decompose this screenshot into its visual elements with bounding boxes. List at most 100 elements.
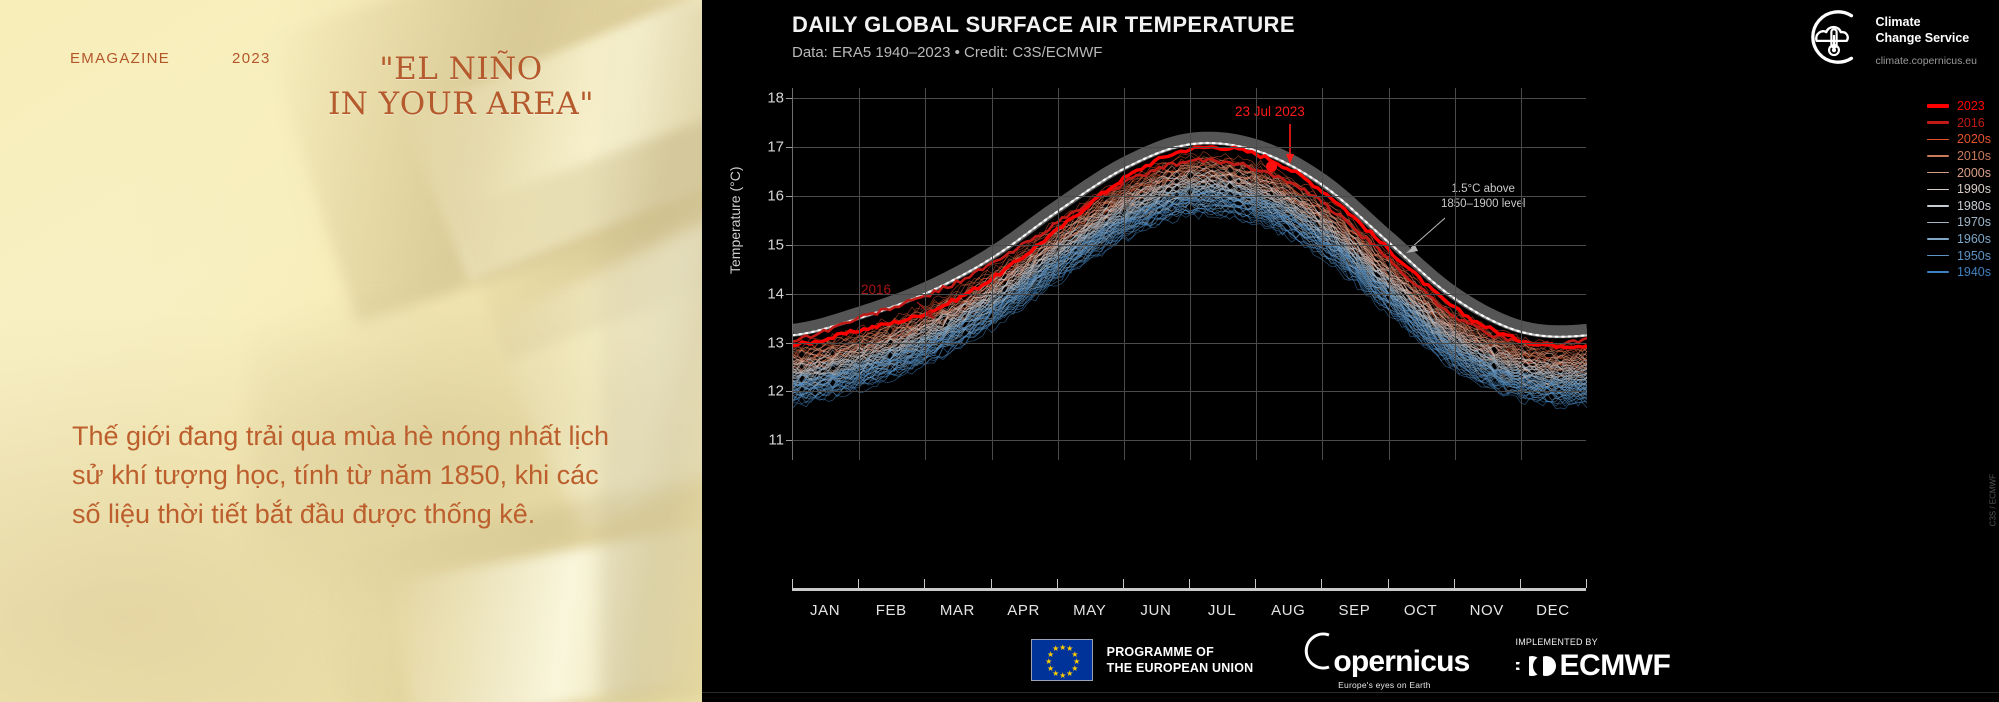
- copernicus-wordmark: opernicus: [1299, 631, 1470, 679]
- gridline-horizontal: [793, 293, 1586, 295]
- legend-swatch-icon: [1926, 271, 1949, 273]
- c3s-logo: Climate Change Service climate.copernicu…: [1803, 6, 1977, 68]
- body-paragraph: Thế giới đang trải qua mùa hè nóng nhất …: [72, 420, 610, 529]
- legend-swatch-icon: [1926, 138, 1949, 141]
- y-axis-tick-label: 13: [767, 334, 784, 352]
- x-axis-label-jan: JAN: [810, 602, 841, 619]
- legend-swatch-icon: [1926, 171, 1949, 174]
- y-axis-tick-label: 17: [767, 138, 784, 156]
- eu-line-2: THE EUROPEAN UNION: [1106, 661, 1254, 675]
- eu-star-icon: ★: [1066, 644, 1074, 654]
- eu-star-icon: ★: [1045, 656, 1053, 666]
- legend-item-1950s[interactable]: 1950s: [1926, 247, 1991, 264]
- headline-line-2: IN YOUR AREA": [328, 85, 594, 122]
- y-axis-tick-mark: [786, 440, 792, 442]
- gridline-horizontal: [793, 146, 1586, 148]
- gridline-vertical: [1057, 88, 1059, 460]
- gridline-vertical: [1123, 88, 1125, 460]
- warming-band-line-1: 1.5°C above: [1451, 183, 1515, 195]
- c3s-name-line-1: Climate: [1875, 15, 1921, 29]
- annotation-2016-label: 2016: [861, 282, 892, 297]
- legend-swatch-icon: [1926, 121, 1949, 125]
- legend-label: 2020s: [1956, 132, 1991, 147]
- y-axis-tick-label: 14: [767, 285, 784, 303]
- y-axis-tick-mark: [786, 342, 792, 344]
- x-axis-tick-mark: [1255, 579, 1257, 588]
- legend-item-2020s[interactable]: 2020s: [1926, 131, 1991, 148]
- y-axis-label: Temperature (°C): [727, 166, 743, 274]
- legend-item-1990s[interactable]: 1990s: [1926, 181, 1991, 198]
- legend-item-1960s[interactable]: 1960s: [1926, 231, 1991, 248]
- plot-area: 23 Jul 2023 2016 1.5°C above 1850–1900 l…: [792, 88, 1587, 460]
- ecmwf-wordmark: ECMWF: [1515, 649, 1671, 683]
- legend-item-2010s[interactable]: 2010s: [1926, 148, 1991, 165]
- eu-star-icon: ★: [1066, 668, 1074, 678]
- gridline-horizontal: [793, 195, 1586, 197]
- peak-arrow-icon: [1286, 124, 1294, 164]
- x-axis-tick-mark: [990, 579, 992, 588]
- legend-item-2016[interactable]: 2016: [1926, 115, 1991, 132]
- legend-item-2000s[interactable]: 2000s: [1926, 164, 1991, 181]
- y-axis-tick-mark: [786, 391, 792, 393]
- y-axis-tick-mark: [786, 244, 792, 246]
- x-axis-label-aug: AUG: [1271, 602, 1306, 619]
- gridline-vertical: [1520, 88, 1522, 460]
- x-axis-label-feb: FEB: [875, 602, 907, 619]
- eu-star-icon: ★: [1052, 668, 1060, 678]
- x-axis-label-sep: SEP: [1338, 602, 1371, 619]
- eu-star-icon: ★: [1071, 663, 1079, 673]
- eu-programme-text: PROGRAMME OF THE EUROPEAN UNION: [1107, 644, 1254, 677]
- legend-swatch-icon: [1926, 104, 1949, 109]
- legend-item-1940s[interactable]: 1940s: [1926, 264, 1991, 281]
- copernicus-logo-block: opernicus Europe's eyes on Earth: [1299, 631, 1470, 690]
- thermometer-cloud-icon: [1811, 10, 1854, 64]
- annotation-peak-label: 23 Jul 2023: [1235, 104, 1305, 119]
- y-axis-tick-label: 12: [767, 382, 784, 400]
- eu-logo-block: ★ ★ ★ ★ ★ ★ ★ ★ ★ ★ ★ ★ PROGRAMME OF THE EUROPEAN U…: [1030, 639, 1254, 681]
- legend-item-1980s[interactable]: 1980s: [1926, 198, 1991, 215]
- gridline-horizontal: [793, 342, 1586, 344]
- y-axis-tick-mark: [786, 97, 792, 99]
- copernicus-c-icon: [1305, 632, 1330, 669]
- legend-label: 1940s: [1956, 265, 1991, 280]
- x-axis-tick-mark: [1519, 579, 1521, 588]
- y-axis-tick-label: 18: [767, 89, 784, 107]
- texture-wave-1: [264, 0, 702, 324]
- eu-line-1: PROGRAMME OF: [1106, 644, 1214, 659]
- implemented-by-label: IMPLEMENTED BY: [1515, 637, 1598, 647]
- x-axis-tick-mark: [1586, 579, 1587, 588]
- page-title: "EL NIÑO IN YOUR AREA": [328, 52, 594, 121]
- x-axis-label-nov: NOV: [1469, 602, 1504, 619]
- eu-star-icon: ★: [1052, 644, 1060, 654]
- copernicus-tagline: Europe's eyes on Earth: [1338, 679, 1431, 690]
- x-axis-tick-mark: [858, 579, 860, 588]
- label-2016-arrow-icon: [916, 301, 935, 319]
- c3s-url: climate.copernicus.eu: [1875, 55, 1977, 67]
- editorial-panel: EMAGAZINE 2023 "EL NIÑO IN YOUR AREA" Th…: [0, 0, 702, 702]
- y-axis-tick-mark: [786, 146, 792, 148]
- chart-legend: 2023 2016 2020s 2010s 2000s 1990s 1980s 1970s 19…: [1926, 98, 1991, 281]
- legend-label: 1980s: [1956, 198, 1991, 213]
- gridline-vertical: [1256, 88, 1258, 460]
- annotation-warming-band: 1.5°C above 1850–1900 level: [1441, 182, 1525, 212]
- c3s-logo-text: Climate Change Service climate.copernicu…: [1875, 6, 1977, 67]
- ecmwf-mark-icon: [1515, 656, 1556, 676]
- legend-item-1970s[interactable]: 1970s: [1926, 214, 1991, 231]
- x-axis-label-jul: JUL: [1207, 602, 1237, 619]
- c3s-name-line-2: Change Service: [1875, 31, 1970, 45]
- gridline-vertical: [991, 88, 993, 460]
- chart-title: DAILY GLOBAL SURFACE AIR TEMPERATURE: [792, 12, 1295, 37]
- issue-year: 2023: [232, 50, 271, 67]
- x-axis-label-mar: MAR: [939, 602, 975, 619]
- legend-swatch-icon: [1926, 238, 1949, 240]
- x-axis-tick-mark: [924, 579, 926, 588]
- x-axis: [792, 588, 1586, 591]
- magazine-kicker: EMAGAZINE: [70, 50, 171, 67]
- x-axis-tick-mark: [1387, 579, 1389, 588]
- x-axis-tick-mark: [1122, 579, 1124, 588]
- footer-logos: ★ ★ ★ ★ ★ ★ ★ ★ ★ ★ ★ ★ PROGRAMME OF THE EUROPEAN U…: [702, 618, 1999, 702]
- legend-label: 1970s: [1956, 215, 1991, 230]
- legend-item-2023[interactable]: 2023: [1926, 98, 1991, 115]
- eu-star-icon: ★: [1047, 663, 1055, 673]
